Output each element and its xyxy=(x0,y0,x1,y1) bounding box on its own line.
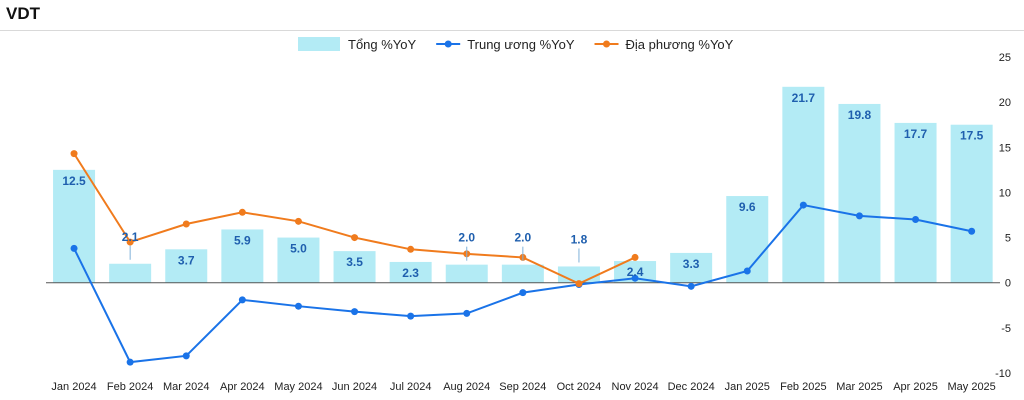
line-point-1-2 xyxy=(182,220,190,228)
line-point-0-6 xyxy=(407,312,415,320)
y-tick-label-2: 15 xyxy=(999,142,1011,154)
y-tick-label-1: 20 xyxy=(999,97,1011,109)
x-axis: Jan 2024 Feb 2024 Mar 2024 Apr 2024 May 2024… xyxy=(51,381,995,393)
x-tick-label-9: Oct 2024 xyxy=(557,381,602,393)
line-series-0 xyxy=(73,203,972,364)
line-point-0-1 xyxy=(126,358,134,366)
data-label-4: 5.0 xyxy=(290,242,307,256)
line-point-0-4 xyxy=(294,302,302,310)
bar-6 xyxy=(389,261,432,283)
line-point-1-4 xyxy=(294,217,302,225)
data-label-7: 2.0 xyxy=(458,231,475,245)
line-point-1-5 xyxy=(351,234,359,242)
y-tick-label-4: 5 xyxy=(1005,233,1011,245)
y-tick-label-3: 10 xyxy=(999,187,1011,199)
x-tick-label-3: Apr 2024 xyxy=(220,381,265,393)
x-tick-label-14: Mar 2025 xyxy=(836,381,882,393)
y-tick-label-0: 25 xyxy=(999,52,1011,64)
bar-14 xyxy=(838,103,881,283)
x-tick-label-15: Apr 2025 xyxy=(893,381,938,393)
bar-1 xyxy=(109,263,152,283)
legend-label-0: Tổng %YoY xyxy=(348,37,417,52)
line-series-group xyxy=(70,150,976,366)
data-label-16: 17.5 xyxy=(960,129,984,143)
bar-5 xyxy=(333,251,376,283)
title-divider xyxy=(0,30,1024,31)
legend-swatch-0 xyxy=(298,37,340,51)
line-point-0-15 xyxy=(912,216,920,224)
line-point-0-8 xyxy=(519,289,527,297)
data-label-12: 9.6 xyxy=(739,200,756,214)
bar-series-group xyxy=(53,86,993,283)
x-tick-label-4: May 2024 xyxy=(274,381,322,393)
line-point-1-6 xyxy=(407,245,415,253)
data-label-10: 2.4 xyxy=(627,265,644,279)
data-label-2: 3.7 xyxy=(178,253,195,267)
bar-4 xyxy=(277,237,320,283)
data-label-9: 1.8 xyxy=(571,232,588,246)
y-tick-label-5: 0 xyxy=(1005,278,1011,290)
legend-label-1: Trung ương %YoY xyxy=(467,37,575,52)
data-label-8: 2.0 xyxy=(515,231,532,245)
bar-2 xyxy=(165,249,208,283)
line-point-1-3 xyxy=(238,208,246,216)
bar-8 xyxy=(501,264,544,283)
data-labels-group: 12.5 2.1 3.7 5.9 5.0 3.5 2.3 2.0 2.0 1.8 2.4 3.3 9.6… xyxy=(62,91,983,280)
line-point-1-10 xyxy=(631,253,639,261)
legend-marker-2 xyxy=(603,40,611,48)
line-point-0-2 xyxy=(182,352,190,360)
x-tick-label-2: Mar 2024 xyxy=(163,381,209,393)
line-point-0-0 xyxy=(70,244,78,252)
x-tick-label-7: Aug 2024 xyxy=(443,381,490,393)
data-label-1: 2.1 xyxy=(122,230,139,244)
line-point-0-16 xyxy=(968,227,976,235)
line-point-0-12 xyxy=(743,267,751,275)
bar-10 xyxy=(614,261,657,283)
data-label-14: 19.8 xyxy=(848,108,872,122)
data-label-0: 12.5 xyxy=(62,174,86,188)
line-point-1-9 xyxy=(575,280,583,288)
bar-15 xyxy=(894,122,937,283)
x-tick-label-6: Jul 2024 xyxy=(390,381,432,393)
line-point-0-14 xyxy=(855,212,863,220)
line-point-0-7 xyxy=(463,309,471,317)
data-label-6: 2.3 xyxy=(402,266,419,280)
bar-13 xyxy=(782,86,825,283)
x-tick-label-12: Jan 2025 xyxy=(725,381,770,393)
y-axis: 25 20 15 10 5 0 -5 -10 xyxy=(995,52,1011,380)
x-tick-label-13: Feb 2025 xyxy=(780,381,826,393)
data-label-11: 3.3 xyxy=(683,257,700,271)
bar-11 xyxy=(670,252,713,283)
line-point-0-10 xyxy=(631,274,639,282)
bar-16 xyxy=(950,124,993,283)
line-point-0-5 xyxy=(351,308,359,316)
x-tick-label-8: Sep 2024 xyxy=(499,381,546,393)
line-point-0-3 xyxy=(238,296,246,304)
data-label-5: 3.5 xyxy=(346,255,363,269)
data-label-13: 21.7 xyxy=(792,91,816,105)
bar-3 xyxy=(221,229,264,283)
data-label-15: 17.7 xyxy=(904,127,928,141)
line-point-0-11 xyxy=(687,282,695,290)
bar-7 xyxy=(445,264,488,283)
y-tick-label-7: -10 xyxy=(995,368,1011,380)
line-point-1-1 xyxy=(126,238,134,246)
x-tick-label-10: Nov 2024 xyxy=(612,381,659,393)
y-tick-label-6: -5 xyxy=(1001,323,1011,335)
x-tick-label-11: Dec 2024 xyxy=(668,381,715,393)
legend-label-2: Địa phương %YoY xyxy=(626,37,734,52)
chart-legend: Tổng %YoY Trung ương %YoY Địa phương %YoY xyxy=(298,37,734,52)
x-tick-label-16: May 2025 xyxy=(947,381,995,393)
data-label-3: 5.9 xyxy=(234,233,251,247)
bar-0 xyxy=(53,169,96,283)
x-tick-label-5: Jun 2024 xyxy=(332,381,377,393)
chart-title: VDT xyxy=(6,4,40,23)
x-tick-label-0: Jan 2024 xyxy=(51,381,96,393)
line-point-1-0 xyxy=(70,150,78,158)
x-tick-label-1: Feb 2024 xyxy=(107,381,153,393)
legend-marker-1 xyxy=(444,40,452,48)
line-point-0-13 xyxy=(799,201,807,209)
